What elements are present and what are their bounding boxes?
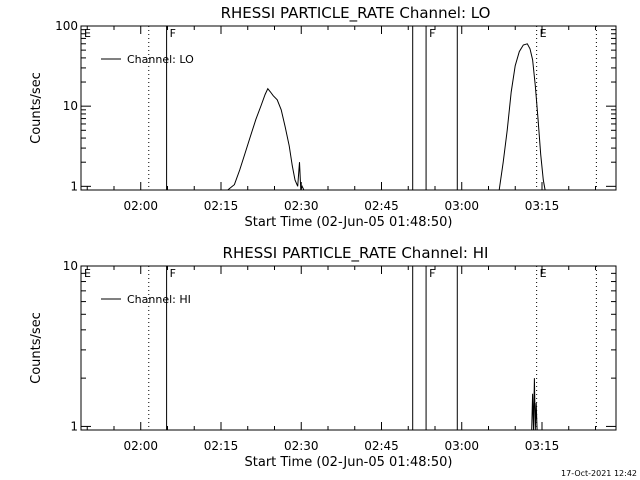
lo-event-marker-label: F [170, 27, 176, 40]
hi-x-tick-label: 02:45 [364, 439, 399, 453]
hi-x-tick-label: 02:00 [123, 439, 158, 453]
hi-y-tick-label: 1 [70, 419, 78, 433]
hi-event-marker-label: F [170, 267, 176, 280]
hi-x-axis-label: Start Time (02-Jun-05 01:48:50) [245, 455, 453, 470]
lo-x-tick-label: 02:00 [123, 199, 158, 213]
hi-y-axis-label: Counts/sec [29, 312, 44, 384]
lo-chart-title: RHESSI PARTICLE_RATE Channel: LO [221, 4, 491, 23]
generated-timestamp: 17-Oct-2021 12:42 [561, 469, 637, 478]
hi-event-marker-label: E [84, 267, 91, 280]
lo-x-tick-label: 02:45 [364, 199, 399, 213]
lo-x-tick-label: 02:30 [284, 199, 319, 213]
lo-channel-panel: RHESSI PARTICLE_RATE Channel: LO Start Ti… [29, 4, 617, 230]
lo-y-axis-label: Counts/sec [29, 72, 44, 144]
lo-x-tick-label: 03:15 [525, 199, 560, 213]
lo-event-marker-label: F [429, 27, 435, 40]
hi-x-tick-label: 03:15 [525, 439, 560, 453]
lo-x-tick-label: 03:00 [444, 199, 479, 213]
lo-x-axis-label: Start Time (02-Jun-05 01:48:50) [245, 215, 453, 230]
lo-event-marker-label: E [84, 27, 91, 40]
hi-legend-entry: Channel: HI [127, 293, 191, 306]
hi-series-line [531, 378, 538, 431]
hi-plot-frame [80, 265, 617, 431]
lo-event-marker-label: E [540, 27, 547, 40]
hi-x-tick-label: 03:00 [444, 439, 479, 453]
lo-y-tick-label: 10 [63, 99, 78, 113]
hi-chart-title: RHESSI PARTICLE_RATE Channel: HI [223, 244, 489, 263]
lo-plot-frame [80, 25, 617, 191]
hi-x-tick-label: 02:30 [284, 439, 319, 453]
hi-x-tick-label: 02:15 [204, 439, 239, 453]
hi-event-marker-label: F [429, 267, 435, 280]
lo-legend-entry: Channel: LO [127, 53, 194, 66]
lo-x-tick-label: 02:15 [204, 199, 239, 213]
lo-y-tick-label: 100 [55, 19, 78, 33]
hi-y-tick-label: 10 [63, 259, 78, 273]
hi-channel-panel: RHESSI PARTICLE_RATE Channel: HI Start Ti… [29, 244, 617, 470]
lo-y-tick-label: 1 [70, 179, 78, 193]
lo-series-line [227, 43, 546, 191]
hi-event-marker-label: E [540, 267, 547, 280]
